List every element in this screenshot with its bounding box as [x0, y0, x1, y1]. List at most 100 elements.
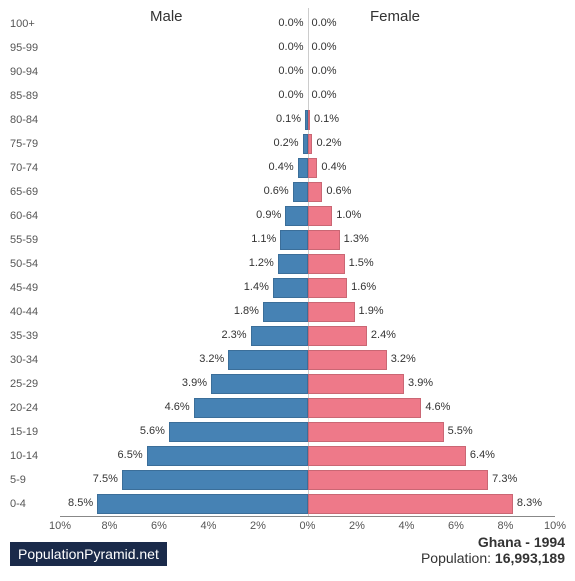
axis-tick: 6%	[448, 520, 464, 532]
female-value-label: 0.4%	[321, 161, 346, 173]
age-label: 55-59	[10, 234, 50, 246]
female-value-label: 1.9%	[359, 305, 384, 317]
age-label: 20-24	[10, 402, 50, 414]
age-row: 40-441.8%1.9%	[10, 300, 565, 324]
female-bar	[308, 134, 313, 154]
age-row: 55-591.1%1.3%	[10, 228, 565, 252]
female-bar	[308, 422, 444, 442]
male-half: 0.0%	[60, 84, 308, 108]
footer-info: Ghana - 1994 Population: 16,993,189	[421, 534, 565, 566]
male-bar	[293, 182, 308, 202]
male-bar	[147, 446, 308, 466]
female-half: 0.0%	[308, 36, 556, 60]
male-value-label: 1.2%	[249, 257, 274, 269]
age-label: 35-39	[10, 330, 50, 342]
male-value-label: 2.3%	[222, 329, 247, 341]
female-half: 1.0%	[308, 204, 556, 228]
bar-area: 0.4% 0.4%	[60, 156, 555, 180]
male-half: 4.6%	[60, 396, 308, 420]
male-value-label: 0.0%	[278, 65, 303, 77]
axis-tick: 4%	[201, 520, 217, 532]
female-value-label: 0.0%	[312, 41, 337, 53]
axis-tick: 8%	[498, 520, 514, 532]
axis-tick: 2%	[250, 520, 266, 532]
male-value-label: 0.1%	[276, 113, 301, 125]
male-half: 2.3%	[60, 324, 308, 348]
male-value-label: 5.6%	[140, 425, 165, 437]
female-bar	[308, 302, 355, 322]
female-half: 0.0%	[308, 12, 556, 36]
axis-tick: 4%	[399, 520, 415, 532]
female-half: 0.2%	[308, 132, 556, 156]
female-value-label: 0.2%	[316, 137, 341, 149]
age-label: 80-84	[10, 114, 50, 126]
bar-area: 4.6% 4.6%	[60, 396, 555, 420]
age-label: 40-44	[10, 306, 50, 318]
bar-area: 0.0%0.0%	[60, 84, 555, 108]
age-row: 65-690.6%0.6%	[10, 180, 565, 204]
age-row: 25-293.9%3.9%	[10, 372, 565, 396]
female-bar	[308, 182, 323, 202]
female-value-label: 0.1%	[314, 113, 339, 125]
bar-area: 0.0% 0.0%	[60, 36, 555, 60]
female-half: 8.3%	[308, 492, 556, 516]
male-value-label: 0.0%	[278, 89, 303, 101]
female-half: 3.9%	[308, 372, 556, 396]
male-half: 7.5%	[60, 468, 308, 492]
bar-area: 0.9% 1.0%	[60, 204, 555, 228]
age-row: 95-99 0.0% 0.0%	[10, 36, 565, 60]
age-row: 75-790.2%0.2%	[10, 132, 565, 156]
age-label: 95-99	[10, 42, 50, 54]
bar-area: 6.5%6.4%	[60, 444, 555, 468]
female-value-label: 1.0%	[336, 209, 361, 221]
male-bar	[285, 206, 307, 226]
age-label: 60-64	[10, 210, 50, 222]
bar-area: 0.0%0.0%	[60, 60, 555, 84]
age-row: 80-84 0.1% 0.1%	[10, 108, 565, 132]
male-half: 3.9%	[60, 372, 308, 396]
age-label: 75-79	[10, 138, 50, 150]
female-value-label: 4.6%	[425, 401, 450, 413]
male-value-label: 0.9%	[256, 209, 281, 221]
bar-area: 3.9%3.9%	[60, 372, 555, 396]
age-row: 20-24 4.6% 4.6%	[10, 396, 565, 420]
axis-tick: 2%	[349, 520, 365, 532]
female-bar	[308, 374, 405, 394]
site-badge[interactable]: PopulationPyramid.net	[10, 542, 167, 566]
male-value-label: 0.0%	[278, 41, 303, 53]
age-label: 100+	[10, 18, 50, 30]
age-row: 45-491.4%1.6%	[10, 276, 565, 300]
male-half: 8.5%	[60, 492, 308, 516]
age-row: 100+ 0.0% 0.0%	[10, 12, 565, 36]
female-bar	[308, 254, 345, 274]
age-label: 50-54	[10, 258, 50, 270]
female-bar	[308, 110, 310, 130]
female-half: 4.6%	[308, 396, 556, 420]
male-bar	[251, 326, 308, 346]
age-label: 15-19	[10, 426, 50, 438]
female-half: 2.4%	[308, 324, 556, 348]
x-axis: 10%8%6%4%2%0%2%4%6%8%10%	[60, 516, 555, 537]
male-bar	[298, 158, 308, 178]
age-label: 45-49	[10, 282, 50, 294]
male-bar	[194, 398, 308, 418]
population-label: Population:	[421, 550, 495, 566]
male-half: 1.4%	[60, 276, 308, 300]
age-label: 65-69	[10, 186, 50, 198]
age-row: 30-343.2%3.2%	[10, 348, 565, 372]
female-bar	[308, 158, 318, 178]
bar-area: 3.2%3.2%	[60, 348, 555, 372]
age-row: 50-541.2%1.5%	[10, 252, 565, 276]
age-label: 85-89	[10, 90, 50, 102]
female-bar	[308, 494, 513, 514]
age-row: 35-39 2.3% 2.4%	[10, 324, 565, 348]
bar-area: 2.3% 2.4%	[60, 324, 555, 348]
female-value-label: 1.3%	[344, 233, 369, 245]
male-value-label: 0.4%	[269, 161, 294, 173]
male-value-label: 6.5%	[118, 449, 143, 461]
female-value-label: 3.2%	[391, 353, 416, 365]
bar-area: 7.5%7.3%	[60, 468, 555, 492]
male-value-label: 0.0%	[278, 17, 303, 29]
age-label: 0-4	[10, 498, 50, 510]
female-value-label: 5.5%	[448, 425, 473, 437]
